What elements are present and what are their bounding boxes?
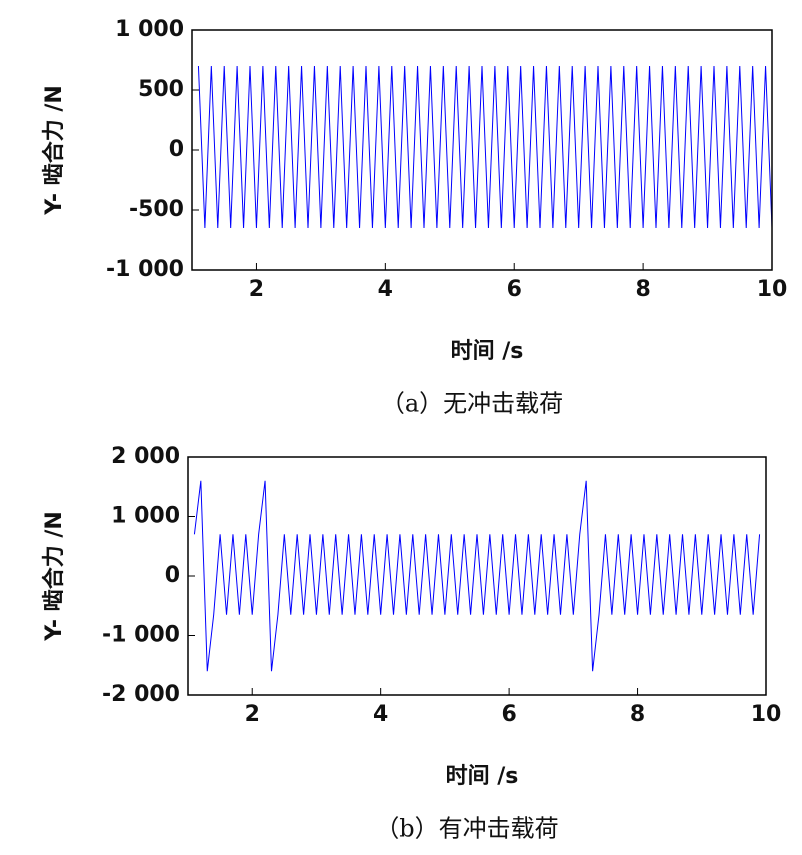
y-tick-label: 500 (138, 77, 184, 102)
x-tick-label: 6 (501, 702, 516, 727)
y-tick-label: 0 (169, 137, 184, 162)
x-tick-label: 2 (245, 702, 260, 727)
y-tick-label: -1 000 (102, 623, 180, 648)
y-tick-label: -500 (129, 197, 184, 222)
y-tick-label: 1 000 (111, 504, 180, 529)
y-axis-label: Y- 啮合力 /N (41, 85, 67, 216)
x-tick-label: 10 (751, 702, 782, 727)
y-axis-label: Y- 啮合力 /N (41, 511, 67, 642)
x-tick-label: 4 (373, 702, 388, 727)
x-tick-label: 4 (378, 277, 393, 302)
x-tick-label: 8 (630, 702, 645, 727)
x-tick-label: 2 (249, 277, 264, 302)
signal-line (193, 480, 761, 672)
caption: （a）无冲击载荷 (381, 390, 563, 418)
x-axis-label: 时间 /s (446, 764, 519, 789)
caption: （b）有冲击载荷 (375, 815, 558, 843)
y-tick-label: 2 000 (111, 444, 180, 469)
y-tick-label: -1 000 (106, 257, 184, 282)
x-tick-label: 10 (757, 277, 788, 302)
x-tick-label: 8 (635, 277, 650, 302)
signal-line (197, 65, 773, 229)
y-tick-label: 1 000 (115, 17, 184, 42)
x-tick-label: 6 (507, 277, 522, 302)
x-axis-label: 时间 /s (451, 339, 524, 364)
y-tick-label: -2 000 (102, 682, 180, 707)
y-tick-label: 0 (165, 563, 180, 588)
